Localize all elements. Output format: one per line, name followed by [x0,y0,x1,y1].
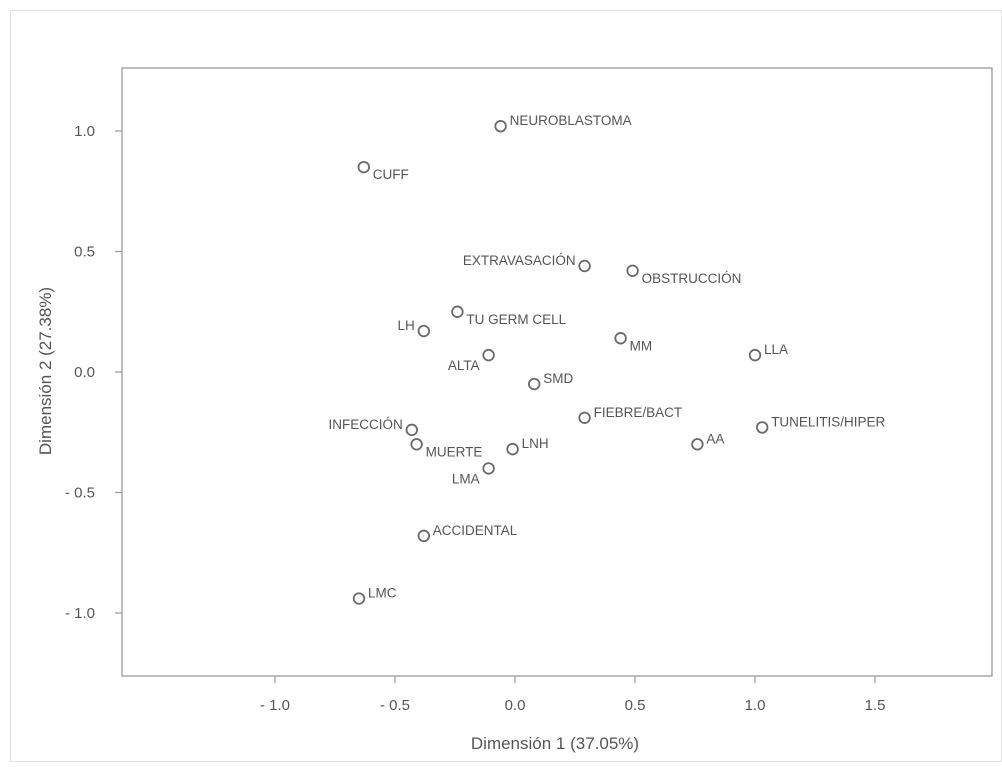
point-label: LH [398,318,415,333]
point-label: CUFF [373,167,409,182]
x-axis-title: Dimensión 1 (37.05%) [471,734,639,753]
data-point: MM [614,332,653,353]
points-layer: NEUROBLASTOMA CUFF EXTRAVASACIÓN OBSTRUCCIÓ… [329,113,885,605]
x-tick-label: 1.5 [865,697,886,714]
y-tick-label: - 1.0 [65,605,95,622]
point-marker [352,592,366,605]
point-label: MUERTE [426,444,483,459]
point-label: OBSTRUCCIÓN [642,271,742,286]
point-label: LLA [764,342,788,357]
x-tick-label: - 1.0 [260,697,290,714]
x-tick-label: 0.5 [625,697,646,714]
x-axis: - 1.0 - 0.5 0.0 0.5 1.0 1.5 [260,676,885,714]
data-point: LNH [506,436,549,456]
point-marker [748,348,762,362]
point-marker [691,438,704,451]
data-point: SMD [528,371,573,391]
point-label: NEUROBLASTOMA [510,113,632,128]
data-point: FIEBRE/BACT [578,405,683,424]
point-label: ACCIDENTAL [433,523,518,538]
data-point: INFECCIÓN [329,417,419,437]
data-point: TU GERM CELL [451,305,567,327]
data-point: NEUROBLASTOMA [494,113,632,133]
data-point: LMA [452,462,495,486]
point-label: INFECCIÓN [329,417,403,432]
point-label: ALTA [448,358,480,373]
data-point: ALTA [448,348,495,373]
data-point: MUERTE [410,438,483,459]
point-marker [756,421,769,434]
y-tick-label: 0.0 [74,364,95,381]
point-marker [410,438,423,451]
point-label: EXTRAVASACIÓN [463,253,576,268]
point-marker [417,324,431,338]
point-label: FIEBRE/BACT [594,405,683,420]
point-marker [578,259,591,273]
data-point: TUNELITIS/HIPER [756,414,885,434]
x-tick-label: - 0.5 [380,697,410,714]
point-label: SMD [543,371,573,386]
y-tick-label: - 0.5 [65,485,95,502]
point-marker [614,332,627,345]
data-point: LMC [352,586,397,605]
data-point: AA [691,431,724,451]
data-point: EXTRAVASACIÓN [463,253,591,273]
y-tick-label: 0.5 [74,244,95,261]
point-marker [451,305,464,318]
point-marker [482,348,495,362]
point-marker [528,377,541,391]
y-tick-label: 1.0 [74,123,95,140]
point-label: MM [630,338,653,353]
data-point: LLA [748,342,788,362]
data-point: LH [398,318,431,338]
point-label: LMC [368,586,397,601]
point-label: TU GERM CELL [466,312,566,327]
y-axis: 1.0 0.5 0.0 - 0.5 - 1.0 [65,123,122,622]
point-label: AA [706,431,724,446]
point-marker [506,442,519,456]
data-point: CUFF [357,160,409,182]
data-point: ACCIDENTAL [417,523,518,543]
point-marker [494,119,507,133]
point-marker [357,160,371,174]
point-marker [626,264,639,277]
x-tick-label: 1.0 [745,697,766,714]
point-marker [405,423,419,437]
point-label: TUNELITIS/HIPER [771,414,885,429]
point-label: LMA [452,471,480,486]
point-marker [482,462,495,475]
point-marker [417,529,431,543]
x-tick-label: 0.0 [505,697,526,714]
y-axis-title: Dimensión 2 (27.38%) [36,287,55,455]
data-point: OBSTRUCCIÓN [626,264,742,286]
point-label: LNH [522,436,549,451]
point-marker [578,411,591,424]
